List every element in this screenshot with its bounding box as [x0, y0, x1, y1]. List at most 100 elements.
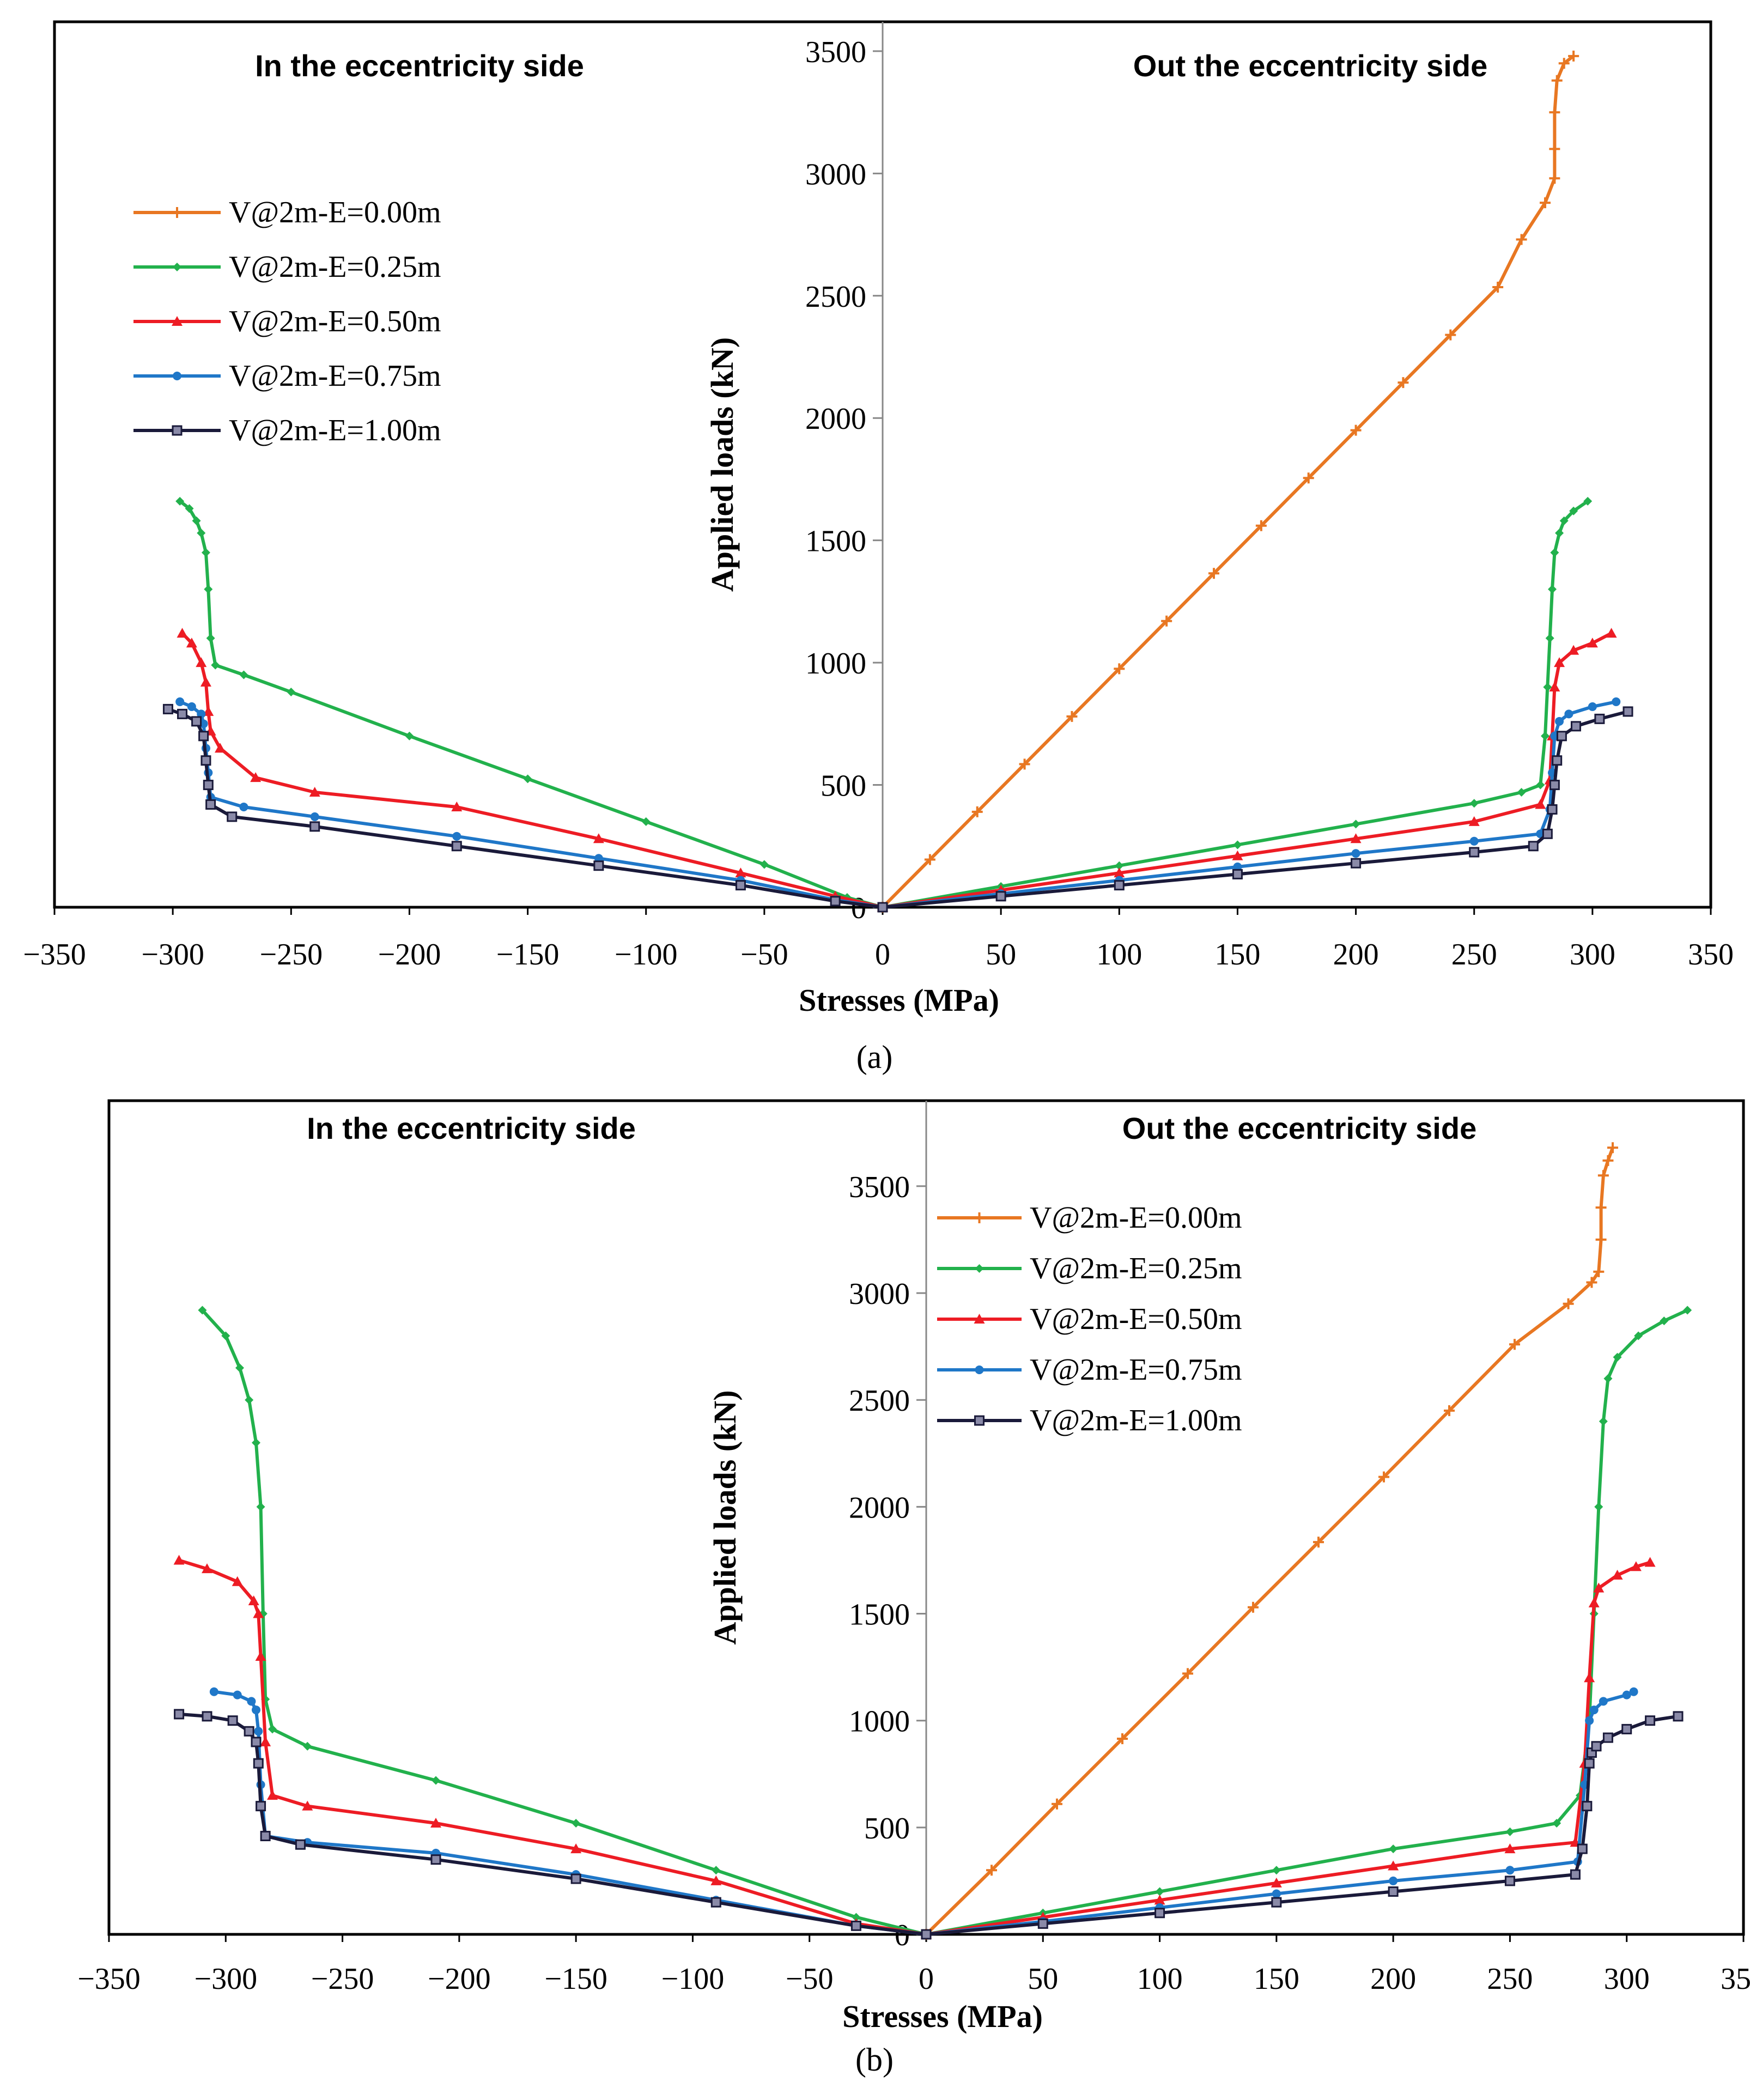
panel-b-y-tick-label: 3000 — [849, 1277, 910, 1311]
panel-a-data-point — [1350, 424, 1362, 436]
panel-a-x-tick-label: 250 — [1451, 938, 1497, 972]
panel-b-data-point — [1584, 1758, 1595, 1769]
panel-b-data-point — [432, 1776, 440, 1785]
panel-a-data-point — [192, 516, 201, 525]
panel-b-x-tick-label: −150 — [544, 1962, 607, 1996]
panel-a-x-tick-label: −200 — [378, 938, 441, 972]
panel-b-series-0 — [921, 1142, 1618, 1940]
panel-b-x-tick-label: −100 — [661, 1962, 725, 1996]
panel-a-data-point — [1549, 143, 1560, 155]
panel-a-data-point — [185, 504, 194, 513]
panel-b-data-point — [1595, 1234, 1607, 1245]
panel-a-data-point — [186, 638, 197, 648]
panel-a-data-point — [1351, 820, 1360, 829]
panel-b-data-point — [233, 1690, 242, 1700]
panel-a-data-point — [1161, 615, 1172, 627]
panel-b-legend-entry: V@2m-E=0.50m — [1030, 1302, 1242, 1336]
panel-b-data-point — [1621, 1723, 1632, 1734]
panel-b-data-point — [1378, 1471, 1389, 1483]
panel-b-data-point — [1552, 1819, 1561, 1828]
panel-b-data-point — [1660, 1316, 1669, 1326]
panel-a-data-point — [1569, 506, 1578, 515]
panel-a-data-point — [200, 755, 211, 766]
panel-a-data-point — [211, 660, 220, 670]
panel-a-data-point — [1469, 847, 1480, 858]
panel-a-data-point — [1543, 682, 1552, 691]
panel-a-x-tick-label: 0 — [875, 938, 890, 972]
panel-a-data-point — [1469, 836, 1479, 846]
panel-b-data-point — [1154, 1895, 1165, 1905]
panel-b-data-point — [245, 1395, 254, 1405]
panel-b-data-point — [295, 1839, 306, 1850]
panel-a-legend-entry: V@2m-E=0.50m — [229, 305, 441, 338]
panel-b-data-point — [1505, 1827, 1515, 1836]
panel-b-data-point — [1584, 1672, 1595, 1683]
panel-b-data-point — [1155, 1887, 1164, 1896]
panel-a-data-point — [995, 891, 1006, 902]
panel-b-data-point — [255, 1651, 266, 1661]
panel-b-data-point — [1563, 1298, 1574, 1309]
panel-b-data-point — [235, 1363, 244, 1373]
panel-a-data-point — [1517, 788, 1526, 797]
panel-a-data-point — [1351, 849, 1360, 858]
panel-b-series-4 — [174, 1709, 1684, 1940]
panel-b-data-point — [1602, 1732, 1613, 1743]
panel-b-data-point — [1271, 1877, 1282, 1887]
panel-b-data-point — [1599, 1697, 1608, 1706]
panel-b-data-point — [1504, 1876, 1515, 1886]
panel-a-data-point — [1528, 841, 1539, 852]
panel-a-data-point — [1612, 697, 1621, 706]
panel-a-data-point — [759, 860, 769, 869]
panel-b-data-point — [1612, 1569, 1623, 1580]
panel-a-data-point — [203, 706, 214, 716]
panel-a-data-point — [1516, 234, 1527, 245]
panel-a-data-point — [201, 548, 210, 557]
panel-b-legend-entry: V@2m-E=0.00m — [1030, 1201, 1242, 1235]
panel-b-legend-marker — [974, 1415, 985, 1426]
panel-b-data-point — [1182, 1668, 1193, 1679]
panel-a-data-point — [227, 811, 238, 822]
panel-b-x-tick-label: 150 — [1254, 1962, 1299, 1996]
panel-a-data-point — [309, 787, 320, 797]
panel-b-legend-entry: V@2m-E=1.00m — [1030, 1404, 1242, 1437]
panel-a-data-point — [1303, 472, 1314, 484]
panel-a-data-point — [1232, 850, 1243, 860]
panel-a-y-tick-label: 1500 — [805, 525, 866, 559]
panel-a-data-point — [309, 821, 320, 832]
panel-a-data-point — [451, 841, 462, 852]
panel-a-data-point — [1469, 799, 1479, 808]
panel-a-data-point — [1568, 50, 1579, 62]
panel-b-data-point — [1582, 1801, 1593, 1812]
panel-a-y-axis-title: Applied loads (kN) — [704, 337, 740, 592]
panel-b-data-point — [247, 1697, 256, 1706]
panel-b-data-point — [1597, 1170, 1609, 1181]
panel-a-data-point — [1540, 197, 1551, 209]
panel-b-data-point — [1505, 1866, 1515, 1875]
panel-a-data-point — [451, 801, 463, 811]
panel-a-y-tick-label: 2000 — [805, 402, 866, 436]
panel-b-series-2 — [173, 1555, 1656, 1939]
panel-a-data-point — [971, 806, 983, 817]
panel-a-data-point — [1019, 758, 1030, 770]
panel-b-x-tick-label: 0 — [919, 1962, 934, 1996]
panel-b-data-point — [1271, 1897, 1282, 1908]
panel-a-series-line — [179, 700, 883, 909]
panel-a-y-tick-label: 3500 — [805, 35, 866, 69]
panel-b-data-point — [252, 1438, 260, 1447]
panel-b-y-tick-label: 1500 — [849, 1598, 910, 1632]
panel-b-data-point — [1248, 1601, 1259, 1613]
panel-b-x-tick-label: 100 — [1137, 1962, 1183, 1996]
panel-a-legend-marker — [172, 316, 183, 326]
panel-a-x-tick-label: 150 — [1214, 938, 1260, 972]
panel-a-data-point — [1559, 516, 1569, 525]
panel-b-y-tick-label: 2000 — [849, 1491, 910, 1525]
panel-b-data-point — [1593, 1266, 1605, 1277]
panel-b-data-point — [1683, 1306, 1692, 1315]
panel-b-data-point — [712, 1866, 721, 1875]
panel-a-x-tick-label: 200 — [1333, 938, 1379, 972]
panel-a-data-point — [1547, 804, 1558, 815]
panel-b-data-point — [1595, 1202, 1607, 1213]
panel-b-data-point — [1613, 1352, 1622, 1362]
panel-b-data-point — [198, 1306, 207, 1315]
